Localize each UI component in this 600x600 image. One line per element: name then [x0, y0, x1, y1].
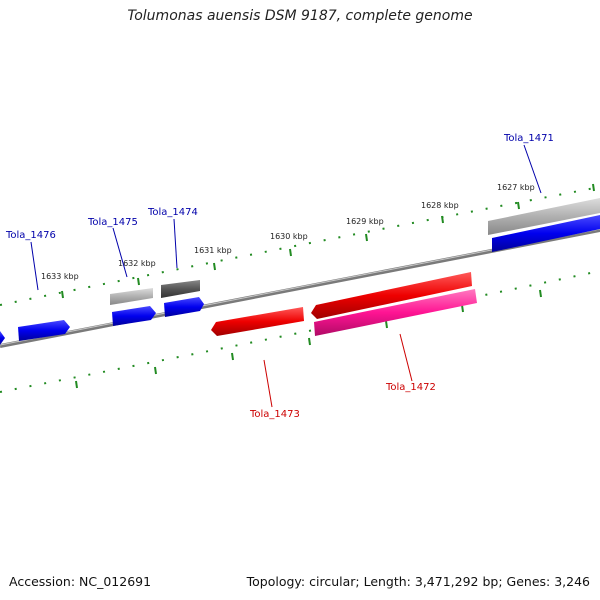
tick-label: 1631 kbp [194, 246, 232, 255]
tick-label: 1630 kbp [270, 232, 308, 241]
reverse-cds-track [211, 272, 477, 336]
accession-label: Accession: NC_012691 [9, 574, 152, 589]
cds-tola-1472[interactable] [314, 289, 477, 336]
cds-tola-1476[interactable] [18, 320, 70, 341]
genome-summary: Topology: circular; Length: 3,471,292 bp… [246, 574, 590, 589]
gene-label-tola-1474[interactable]: Tola_1474 [147, 207, 198, 218]
page-title: Tolumonas auensis DSM 9187, complete gen… [127, 8, 473, 24]
tick-label: 1633 kbp [41, 272, 79, 281]
cds-offscreen[interactable] [0, 331, 5, 345]
gene-label-tola-1472[interactable]: Tola_1472 [385, 382, 436, 393]
gene-label-tola-1475[interactable]: Tola_1475 [87, 217, 138, 228]
cds-tola-1471[interactable] [492, 215, 600, 252]
gene-label-tola-1471[interactable]: Tola_1471 [503, 133, 554, 144]
tick-label: 1629 kbp [346, 217, 384, 226]
outer-major-ticks [61, 183, 595, 299]
gene-label-tola-1476[interactable]: Tola_1476 [5, 230, 56, 241]
inner-tick-ring [0, 270, 600, 393]
tick-label: 1632 kbp [118, 259, 156, 268]
gene-labels: Tola_1471 Tola_1472 Tola_1473 Tola_1474 … [5, 133, 554, 420]
tick-labels: 1627 kbp 1628 kbp 1629 kbp 1630 kbp 1631… [41, 183, 535, 281]
forward-cds-track [0, 215, 600, 345]
cds-tola-1475[interactable] [112, 306, 156, 326]
cds-tola-1472-red[interactable] [311, 272, 472, 319]
gene-label-tola-1473[interactable]: Tola_1473 [249, 409, 300, 420]
cds-tola-1474[interactable] [164, 297, 204, 317]
tick-label: 1627 kbp [497, 183, 535, 192]
forward-gene-track [110, 198, 600, 305]
inner-major-ticks [75, 289, 542, 389]
outer-tick-ring [0, 186, 600, 306]
gene-callout-lines [30, 144, 542, 408]
tick-label: 1628 kbp [421, 201, 459, 210]
cds-tola-1473[interactable] [211, 307, 304, 336]
